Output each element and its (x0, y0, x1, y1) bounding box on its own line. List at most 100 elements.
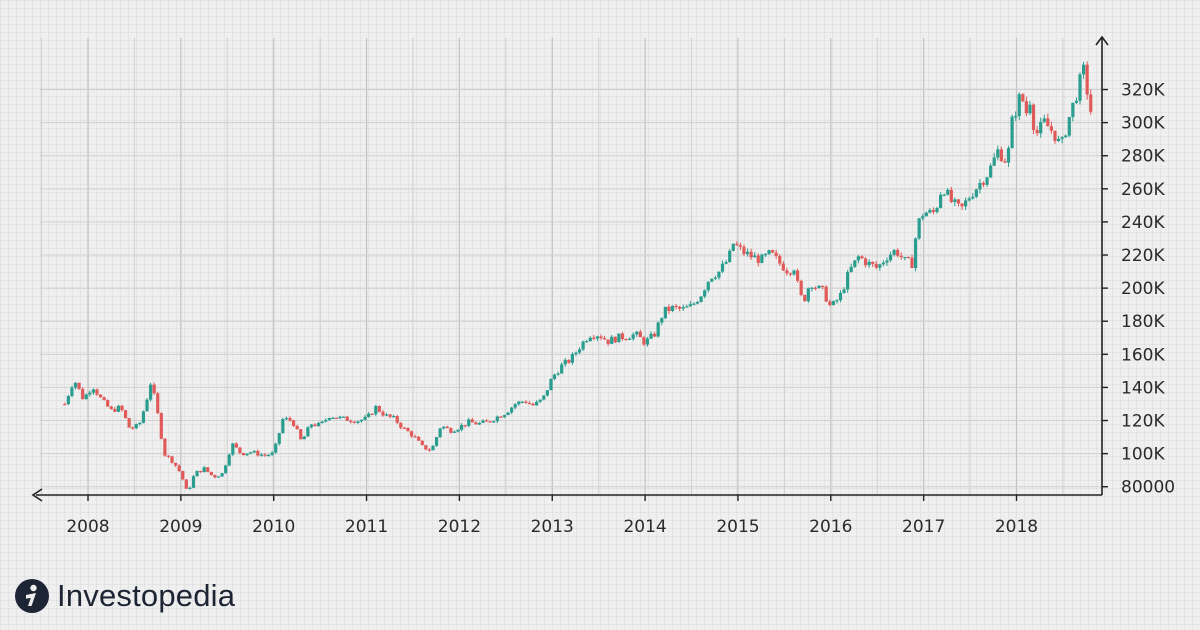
candle-body (817, 285, 821, 289)
candle-body (656, 322, 660, 337)
candle-body (627, 338, 632, 341)
candle-body (742, 246, 746, 254)
candle-body (760, 254, 764, 264)
candle-body (903, 257, 907, 259)
axes (31, 35, 1109, 502)
candle-body (434, 437, 439, 446)
candle-body (116, 405, 121, 412)
gridlines (40, 38, 1102, 495)
candle-body (899, 255, 903, 258)
candle-body (949, 189, 953, 203)
candle-body (681, 307, 685, 309)
candle-body (409, 431, 414, 437)
candle-body (810, 287, 814, 289)
candle-body (216, 476, 221, 478)
y-tick-label: 320K (1121, 81, 1165, 101)
candle-body (470, 419, 474, 423)
candle-body (713, 277, 717, 279)
candle-body (585, 341, 589, 343)
candle-body (152, 384, 156, 394)
candle-body (642, 337, 646, 345)
candle-body (828, 301, 832, 306)
candle-body (234, 443, 238, 448)
candle-body (213, 475, 217, 478)
candle-body (531, 403, 535, 406)
candle-body (910, 257, 914, 269)
candle-body (506, 412, 510, 416)
candle-body (638, 331, 642, 338)
candle-body (710, 278, 714, 282)
candle-body (342, 416, 346, 418)
candle-body (853, 260, 857, 267)
candle-body (1060, 137, 1064, 139)
candle-body (545, 390, 549, 396)
candle-body (931, 210, 936, 213)
candle-body (685, 306, 689, 308)
candle-body (338, 416, 342, 419)
candle-body (495, 416, 499, 422)
candle-body (123, 410, 128, 419)
candle-body (270, 452, 274, 455)
x-tick-label: 2013 (531, 517, 574, 537)
candle-body (1074, 100, 1079, 103)
candle-body (77, 382, 81, 389)
candle-body (1071, 102, 1075, 117)
candle-body (113, 408, 117, 412)
candle-body (324, 419, 328, 422)
candle-body (653, 333, 657, 337)
candle-body (266, 454, 271, 457)
candle-body (563, 359, 567, 365)
candle-body (406, 428, 410, 432)
candle-body (728, 250, 732, 262)
candle-body (91, 389, 95, 393)
candle-body (131, 427, 135, 429)
y-tick-label: 260K (1121, 180, 1165, 200)
candle-body (392, 416, 396, 418)
candle-body (63, 403, 67, 406)
candle-body (1056, 138, 1061, 142)
candle-body (456, 429, 460, 432)
candle-body (331, 417, 335, 420)
candle-body (352, 421, 356, 424)
candle-body (184, 479, 188, 489)
y-tick-label: 160K (1121, 345, 1165, 365)
candle-body (799, 280, 803, 295)
candle-body (227, 454, 231, 466)
candle-body (581, 341, 585, 350)
x-tick-label: 2010 (252, 517, 295, 537)
candle-body (964, 200, 968, 207)
candle-body (492, 421, 496, 423)
candle-body (485, 420, 489, 422)
candle-body (788, 273, 793, 275)
candle-body (231, 443, 235, 455)
x-tick-label: 2014 (623, 517, 666, 537)
candle-body (263, 454, 267, 456)
candle-body (191, 476, 196, 488)
candle-body (717, 271, 721, 278)
candle-body (674, 305, 678, 308)
candle-body (224, 465, 228, 474)
candle-body (463, 425, 467, 427)
candle-body (881, 262, 885, 265)
candle-body (552, 374, 557, 380)
x-tick-label: 2015 (716, 517, 759, 537)
candle-body (606, 339, 610, 344)
candle-body (170, 456, 174, 463)
candle-body (588, 337, 592, 342)
candle-body (781, 263, 785, 271)
candle-body (288, 418, 292, 421)
x-tick-label: 2011 (345, 517, 388, 537)
candle-body (803, 294, 807, 302)
candle-body (313, 424, 317, 427)
candle-body (259, 454, 263, 456)
x-tick-label: 2012 (438, 517, 481, 537)
candle-body (88, 392, 92, 395)
x-tick-label: 2017 (902, 517, 945, 537)
y-tick-label: 80000 (1121, 478, 1175, 498)
candle-body (420, 440, 424, 446)
candle-body (770, 250, 775, 253)
candle-body (706, 281, 710, 291)
candle-body (395, 416, 399, 423)
candle-body (946, 189, 950, 195)
candlestick-series (63, 61, 1093, 490)
